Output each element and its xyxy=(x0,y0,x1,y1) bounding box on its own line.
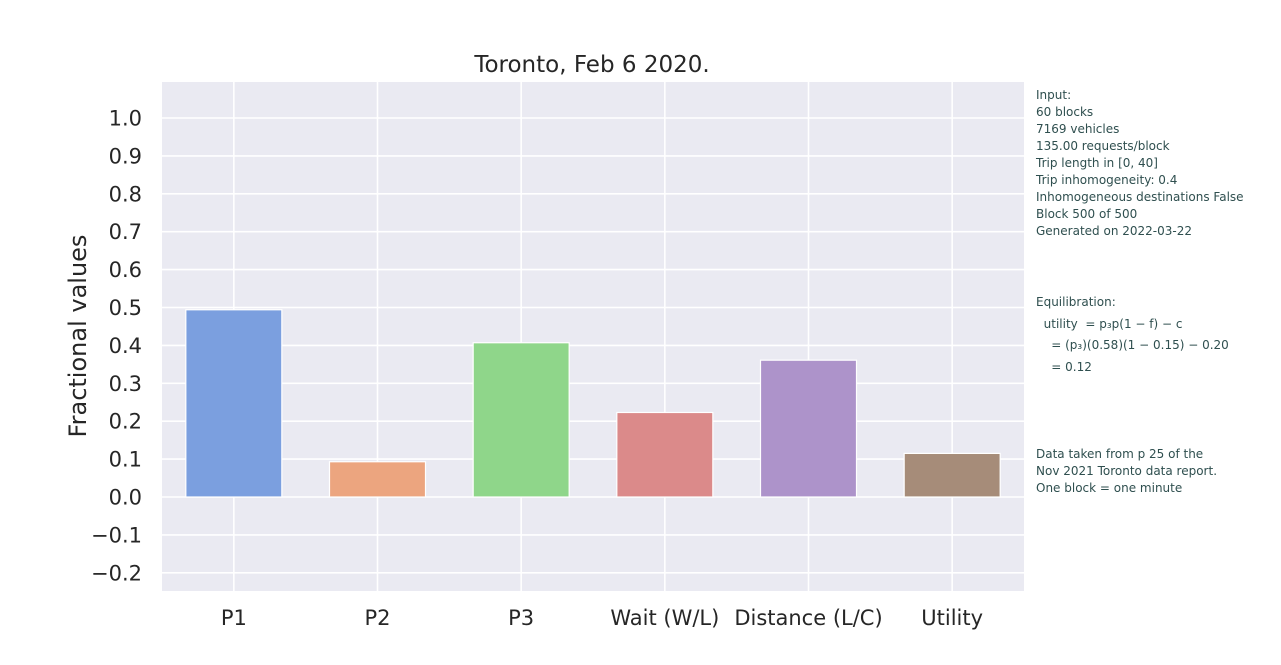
y-axis-label: Fractional values xyxy=(64,235,92,438)
input-line: Input: xyxy=(1036,88,1072,102)
y-tick-label: 0.8 xyxy=(109,182,142,206)
input-line: 60 blocks xyxy=(1036,105,1094,119)
equilibration-line: = (p₃)(0.58)(1 − 0.15) − 0.20 xyxy=(1036,338,1229,352)
x-tick-labels: P1 P2 P3 Wait (W/L) Distance (L/C) Utility xyxy=(221,606,983,630)
bar-p2 xyxy=(328,461,427,498)
equilibration-line: = 0.12 xyxy=(1036,359,1092,374)
chart-title: Toronto, Feb 6 2020. xyxy=(473,52,709,78)
note-line: Data taken from p 25 of the xyxy=(1036,447,1204,461)
equilibration-line: Equilibration: xyxy=(1036,295,1116,309)
input-line: Block 500 of 500 xyxy=(1036,207,1138,221)
bar-wait-w-l xyxy=(616,411,714,498)
note-line: One block = one minute xyxy=(1036,481,1183,495)
x-tick-label: P1 xyxy=(221,606,247,630)
y-tick-label: 0.6 xyxy=(109,258,142,282)
y-tick-label: 1.0 xyxy=(109,107,142,131)
input-line: Generated on 2022-03-22 xyxy=(1036,224,1192,238)
y-tick-label: 0.3 xyxy=(109,372,142,396)
y-tick-label: 0.7 xyxy=(109,220,142,244)
y-tick-label: 0.5 xyxy=(109,296,142,320)
x-tick-label: Distance (L/C) xyxy=(734,606,882,630)
y-tick-label: 0.1 xyxy=(109,448,142,472)
input-line: Inhomogeneous destinations False xyxy=(1036,190,1244,204)
note-line: Nov 2021 Toronto data report. xyxy=(1036,464,1218,478)
x-tick-label: P3 xyxy=(508,606,534,630)
input-parameters-panel: Input: 60 blocks 7169 vehicles 135.00 re… xyxy=(1036,87,1244,240)
y-tick-label: 0.0 xyxy=(109,486,142,510)
input-line: 135.00 requests/block xyxy=(1036,139,1170,153)
y-tick-label: −0.2 xyxy=(91,561,142,585)
plot-area xyxy=(162,82,1024,591)
y-tick-label: 0.2 xyxy=(109,410,142,434)
equilibration-panel: Equilibration: utility = p₃p(1 − f) − c … xyxy=(1036,292,1229,378)
input-line: Trip inhomogeneity: 0.4 xyxy=(1036,173,1178,187)
y-tick-label: 0.9 xyxy=(109,144,142,168)
input-line: Trip length in [0, 40] xyxy=(1036,156,1158,170)
equilibration-line: utility = p₃p(1 − f) − c xyxy=(1036,316,1183,331)
y-tick-labels: −0.2 −0.1 0.0 0.1 0.2 0.3 0.4 0.5 0.6 0.7 0.8 0.9 1.… xyxy=(91,107,142,586)
x-tick-label: Wait (W/L) xyxy=(610,606,719,630)
bar-p3 xyxy=(472,342,570,498)
bar-p1 xyxy=(185,309,283,498)
x-tick-label: Utility xyxy=(921,606,983,630)
bars xyxy=(185,309,1001,498)
y-gridlines xyxy=(162,117,1024,574)
bar-utility xyxy=(903,452,1001,498)
input-line: 7169 vehicles xyxy=(1036,122,1120,136)
y-tick-label: −0.1 xyxy=(91,523,142,547)
bar-distance-l-c xyxy=(759,359,858,498)
y-tick-label: 0.4 xyxy=(109,334,142,358)
data-source-note: Data taken from p 25 of the Nov 2021 Tor… xyxy=(1036,446,1217,497)
x-tick-label: P2 xyxy=(364,606,390,630)
